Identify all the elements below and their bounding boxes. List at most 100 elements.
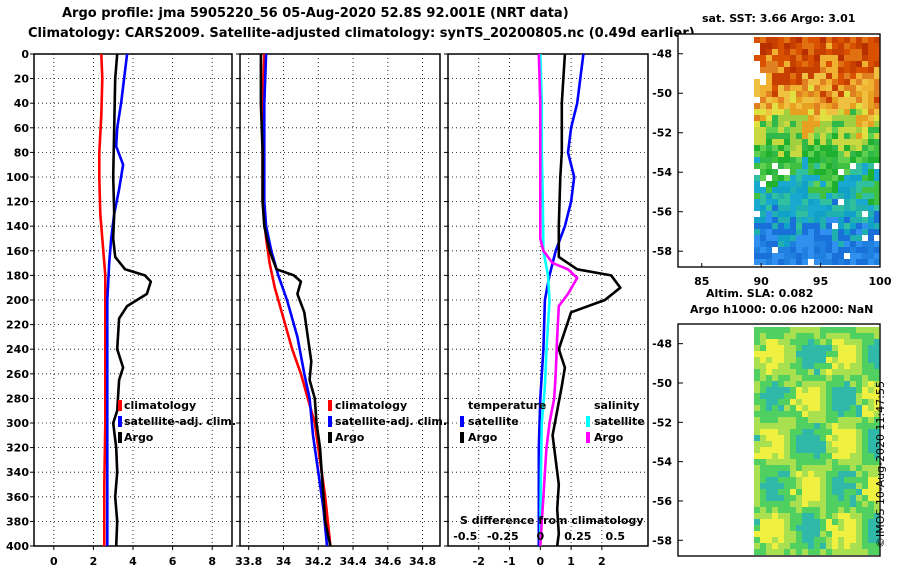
map-cell xyxy=(808,507,814,513)
map-cell xyxy=(844,369,850,375)
map-cell xyxy=(796,411,802,417)
map-cell xyxy=(802,43,808,49)
map-cell xyxy=(802,37,808,43)
map-cell xyxy=(784,537,790,543)
map-cell xyxy=(766,241,772,247)
y-tick-label: 360 xyxy=(6,491,29,504)
map-cell xyxy=(790,465,796,471)
map-cell xyxy=(862,351,868,357)
map-cell xyxy=(754,375,760,381)
map-cell xyxy=(820,549,826,555)
map-cell xyxy=(820,519,826,525)
map-cell xyxy=(844,73,850,79)
map-cell xyxy=(754,477,760,483)
map-cell xyxy=(874,387,880,393)
map-cell xyxy=(772,417,778,423)
map-cell xyxy=(790,121,796,127)
map-cell xyxy=(766,91,772,97)
map-cell xyxy=(790,363,796,369)
legend-label-argo: Argo xyxy=(335,431,365,444)
map-cell xyxy=(862,339,868,345)
map-cell xyxy=(754,121,760,127)
map-cell xyxy=(850,211,856,217)
map-cell xyxy=(844,121,850,127)
map-cell xyxy=(802,399,808,405)
map-cell xyxy=(838,327,844,333)
map-cell xyxy=(790,223,796,229)
map-cell xyxy=(766,73,772,79)
map-cell xyxy=(772,441,778,447)
map-cell xyxy=(844,351,850,357)
map-cell xyxy=(826,253,832,259)
map-cell xyxy=(802,121,808,127)
map-cell xyxy=(856,163,862,169)
map-cell xyxy=(808,393,814,399)
map-cell xyxy=(754,103,760,109)
map-cell xyxy=(784,483,790,489)
series-line-satellite-adj-clim- xyxy=(262,53,329,547)
map-cell xyxy=(766,375,772,381)
map-cell xyxy=(844,103,850,109)
map-cell xyxy=(808,543,814,549)
map-cell xyxy=(868,205,874,211)
map-cell xyxy=(784,423,790,429)
map-cell xyxy=(826,369,832,375)
map-cell xyxy=(862,97,868,103)
map-cell xyxy=(754,205,760,211)
map-cell xyxy=(784,157,790,163)
map-cell xyxy=(832,423,838,429)
map-cell xyxy=(832,435,838,441)
map-cell xyxy=(760,55,766,61)
map-cell xyxy=(862,49,868,55)
map-cell xyxy=(772,489,778,495)
map-cell xyxy=(832,205,838,211)
map-cell xyxy=(850,175,856,181)
map-cell xyxy=(808,235,814,241)
map-cell xyxy=(850,157,856,163)
map-cell xyxy=(796,91,802,97)
map-cell xyxy=(844,163,850,169)
map-cell xyxy=(784,55,790,61)
map-cell xyxy=(754,489,760,495)
map-cell xyxy=(838,339,844,345)
map-cell xyxy=(856,447,862,453)
map-cell xyxy=(838,531,844,537)
map-cell xyxy=(778,253,784,259)
map-cell xyxy=(790,109,796,115)
map-cell xyxy=(856,423,862,429)
map-cell xyxy=(778,327,784,333)
map-cell xyxy=(778,79,784,85)
map-cell xyxy=(760,417,766,423)
map-cell xyxy=(766,411,772,417)
map-cell xyxy=(820,157,826,163)
map-cell xyxy=(826,549,832,555)
map-cell xyxy=(796,387,802,393)
map-cell xyxy=(796,43,802,49)
map-cell xyxy=(844,37,850,43)
map-cell xyxy=(826,37,832,43)
y-tick-label: 240 xyxy=(6,343,29,356)
map-cell xyxy=(832,429,838,435)
map-cell xyxy=(802,91,808,97)
map-cell xyxy=(784,459,790,465)
map-cell xyxy=(802,211,808,217)
map-cell xyxy=(772,495,778,501)
map-cell xyxy=(850,163,856,169)
map-cell xyxy=(754,127,760,133)
map-cell xyxy=(844,91,850,97)
map-cell xyxy=(838,247,844,253)
map-cell xyxy=(832,489,838,495)
gridlines xyxy=(240,53,440,547)
map-cell xyxy=(772,223,778,229)
map-cell xyxy=(832,525,838,531)
map-cell xyxy=(820,241,826,247)
map-cell xyxy=(832,339,838,345)
map-cell xyxy=(856,357,862,363)
map-cell xyxy=(808,351,814,357)
map-cell xyxy=(772,55,778,61)
map-cell xyxy=(820,501,826,507)
map-cell xyxy=(874,109,880,115)
map-cell xyxy=(874,339,880,345)
map-cell xyxy=(874,175,880,181)
map-cell xyxy=(790,175,796,181)
